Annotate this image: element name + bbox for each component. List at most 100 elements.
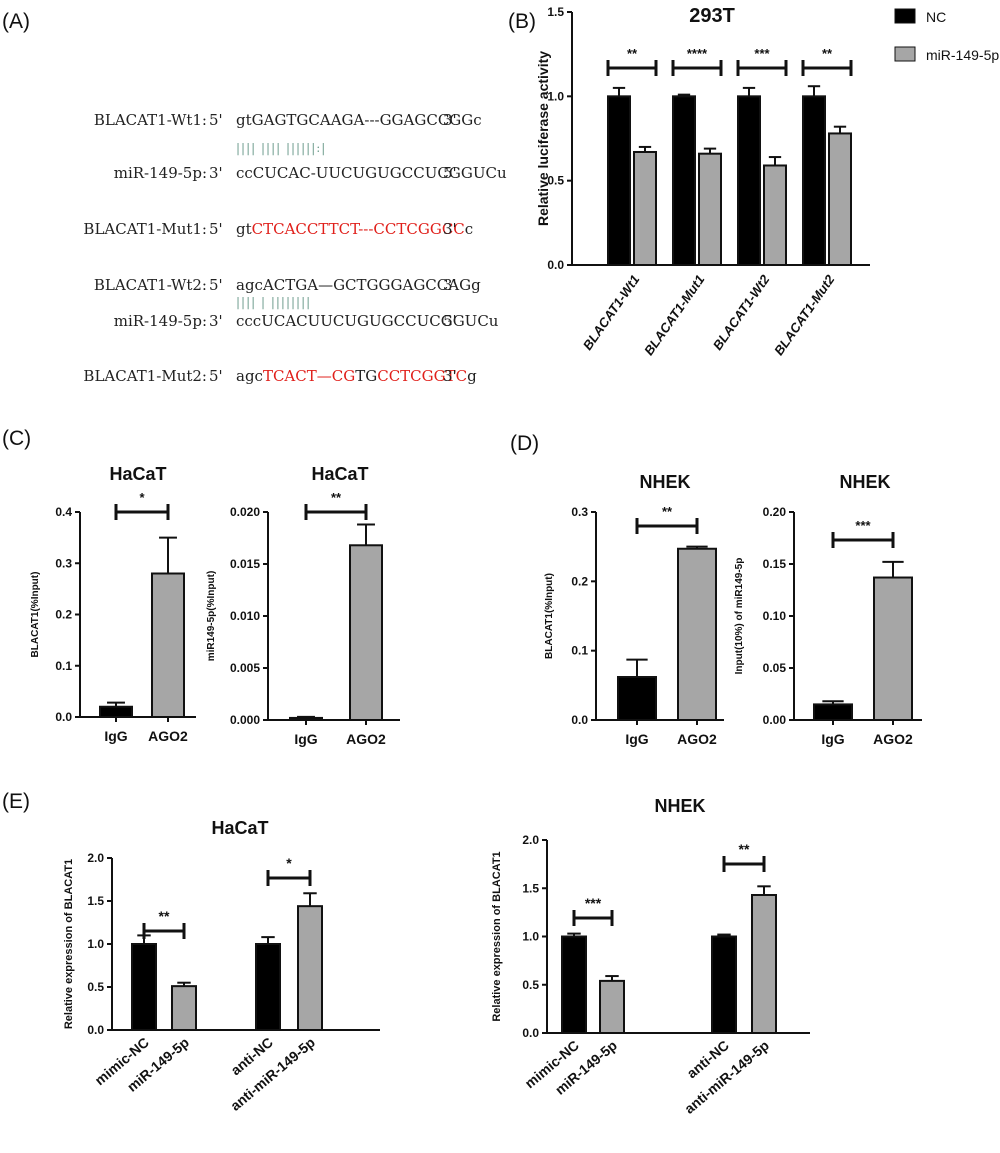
base-pairing-marks: |||| |||| ||||||:| <box>236 141 326 155</box>
sequence-5prime: 5' <box>209 220 223 238</box>
bar <box>802 95 826 267</box>
y-tick-label: 2.0 <box>87 851 104 865</box>
bar <box>672 95 696 267</box>
sequence-segment: ccCUCAC-UUCUGUGCCUCGGUCu <box>236 164 507 182</box>
sequence-segment: gtGAGTGCAAGA---GGAGCCGGc <box>236 111 482 129</box>
bar <box>617 676 657 721</box>
y-tick-label: 0.1 <box>55 659 72 673</box>
chart-title: HaCaT <box>311 464 368 484</box>
chart-e1: 0.0 0.5 1.0 1.5 2.0 Relative expression of BL… <box>63 818 380 1114</box>
significance-label: **** <box>687 46 708 61</box>
sequence-segment: cccUCACUUCUGUGCCUCGGUCu <box>236 312 499 330</box>
y-tick-label: 0.5 <box>522 978 539 992</box>
legend-swatch-mir <box>894 46 916 62</box>
sequence-text: cccUCACUUCUGUGCCUCGGUCu <box>236 312 499 330</box>
sequence-5prime: 3' <box>209 312 223 330</box>
y-tick-label: 0.0 <box>87 1023 104 1037</box>
y-tick-label: 1.0 <box>87 937 104 951</box>
bar <box>131 943 157 1031</box>
significance-label: ** <box>159 908 170 924</box>
y-tick-label: 0.15 <box>763 557 787 571</box>
y-tick-label: 0.3 <box>55 556 72 570</box>
y-tick-label: 0.5 <box>87 980 104 994</box>
y-tick-label: 0.020 <box>230 505 260 519</box>
y-tick-label: 0.010 <box>230 609 260 623</box>
y-tick-label: 1.0 <box>547 89 564 103</box>
y-axis-label: Input(10%) of miR149-5p <box>734 558 745 675</box>
bar <box>151 572 185 718</box>
y-axis-label: Relative expression of BLACAT1 <box>491 851 503 1021</box>
y-tick-label: 0.4 <box>55 505 72 519</box>
bar <box>99 705 133 718</box>
panel-label-e: (E) <box>2 790 30 813</box>
y-tick-label: 0.0 <box>547 258 564 272</box>
y-tick-label: 0.0 <box>571 713 588 727</box>
bar <box>711 935 737 1034</box>
x-category-label: BLACAT1-Wt2 <box>710 271 773 352</box>
bar <box>297 905 323 1031</box>
y-axis-label: Relative expression of BLACAT1 <box>63 859 75 1029</box>
sequence-5prime: 5' <box>209 111 223 129</box>
significance-label: ** <box>662 504 673 519</box>
x-category-label: AGO2 <box>346 731 386 747</box>
chart-title: HaCaT <box>109 464 166 484</box>
x-category-label: AGO2 <box>873 731 913 747</box>
legend-label-mir: miR-149-5p <box>926 47 999 63</box>
y-tick-label: 1.5 <box>87 894 104 908</box>
x-category-label: IgG <box>104 728 127 744</box>
panel-label-a: (A) <box>2 10 30 33</box>
bar <box>698 152 722 266</box>
bar <box>737 95 761 267</box>
significance-label: ** <box>739 841 750 857</box>
y-tick-label: 0.5 <box>547 174 564 188</box>
sequence-text: ccCUCAC-UUCUGUGCCUCGGUCu <box>236 164 507 182</box>
bar <box>763 164 787 266</box>
sequence-3prime: 3' <box>443 367 457 385</box>
significance-label: ** <box>627 46 638 61</box>
bar <box>677 547 717 721</box>
y-axis-label: miR149-5p(%Input) <box>206 571 217 662</box>
chart-luciferase-293t: 0.0 0.5 1.0 1.5 Relative luciferase activity… <box>535 5 999 358</box>
y-tick-label: 0.00 <box>763 713 787 727</box>
sequence-3prime: 3' <box>443 220 457 238</box>
y-tick-label: 0.05 <box>763 661 787 675</box>
bar <box>607 95 631 267</box>
chart-title: 293T <box>689 5 735 27</box>
sequence-text: gtCTCACCTTCT---CCTCGGCCc <box>236 220 473 238</box>
sequence-name: BLACAT1-Mut1: <box>83 220 207 238</box>
sequence-name: miR-149-5p: <box>114 164 207 182</box>
panel-label-b: (B) <box>508 10 536 33</box>
y-axis-label: BLACAT1(%Input) <box>544 573 555 659</box>
y-tick-label: 0.005 <box>230 661 260 675</box>
bar <box>873 576 913 722</box>
chart-d2: 0.00 0.05 0.10 0.15 0.20 Input(10%) of miR149… <box>734 472 922 747</box>
sequence-alignment: BLACAT1-Wt1: 5' gtGAGTGCAAGA---GGAGCCGGc3'… <box>83 111 507 385</box>
sequence-text: agcTCACT—CGTGCCTCGGTCg <box>236 367 477 385</box>
sequence-segment: CCTCGGTC <box>377 367 467 385</box>
significance-label: *** <box>754 46 770 61</box>
chart-title: NHEK <box>639 472 690 492</box>
sequence-3prime: 3' <box>443 276 457 294</box>
sequence-name: BLACAT1-Mut2: <box>83 367 207 385</box>
sequence-segment: CTCACCTTCT---CCTCGGCC <box>252 220 465 238</box>
y-tick-label: 0.000 <box>230 713 260 727</box>
y-tick-label: 0.3 <box>571 505 588 519</box>
y-tick-label: 0.0 <box>55 710 72 724</box>
chart-title: NHEK <box>839 472 890 492</box>
sequence-text: gtGAGTGCAAGA---GGAGCCGGc <box>236 111 482 129</box>
y-tick-label: 0.0 <box>522 1026 539 1040</box>
bar <box>255 943 281 1031</box>
panel-label-c: (C) <box>2 427 31 450</box>
sequence-3prime: 5' <box>443 164 457 182</box>
sequence-name: miR-149-5p: <box>114 312 207 330</box>
y-tick-label: 0.20 <box>763 505 787 519</box>
y-tick-label: 2.0 <box>522 833 539 847</box>
bar <box>599 979 625 1035</box>
y-tick-label: 0.10 <box>763 609 787 623</box>
y-tick-label: 1.5 <box>522 881 539 895</box>
significance-label: * <box>286 855 292 871</box>
sequence-name: BLACAT1-Wt2: <box>94 276 207 294</box>
sequence-segment: TG <box>355 367 377 385</box>
x-category-label: AGO2 <box>677 731 717 747</box>
